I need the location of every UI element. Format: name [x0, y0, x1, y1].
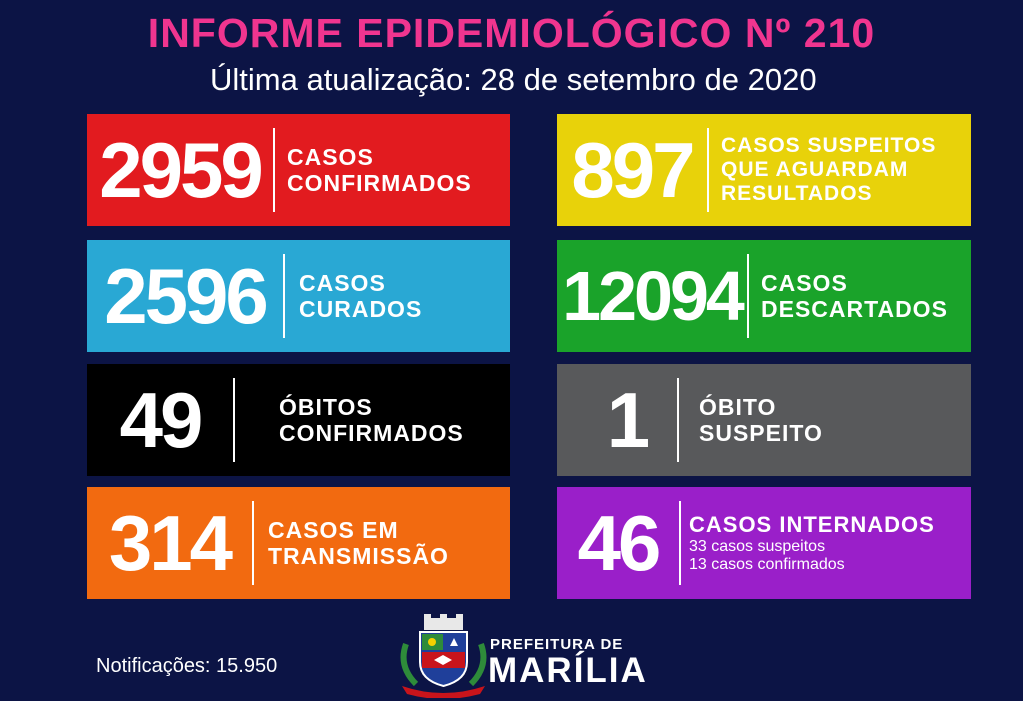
card-label: ÓBITOS CONFIRMADOS: [235, 394, 464, 446]
card-label-line: CONFIRMADOS: [279, 420, 464, 446]
city-name: MARÍLIA: [488, 651, 648, 690]
city-coat-of-arms-icon: [396, 614, 491, 699]
card-separator: [747, 254, 749, 338]
card-deaths: 49 ÓBITOS CONFIRMADOS: [87, 364, 510, 476]
card-label-line: DESCARTADOS: [761, 296, 948, 322]
notifications-count: Notificações: 15.950: [96, 655, 278, 677]
card-transmission-cases: 314 CASOS EM TRANSMISSÃO: [87, 487, 510, 599]
card-label-line: SUSPEITO: [699, 420, 823, 446]
card-label: ÓBITO SUSPEITO: [679, 394, 823, 446]
card-label-line: QUE AGUARDAM: [721, 158, 909, 181]
card-label-line: CONFIRMADOS: [287, 170, 472, 196]
card-label: CASOS CURADOS: [285, 270, 422, 322]
card-value: 49: [119, 376, 204, 464]
card-label-line: CASOS: [287, 144, 374, 170]
card-separator: [252, 501, 254, 585]
last-update: Última atualização: 28 de setembro de 20…: [210, 62, 817, 97]
card-value: 1: [606, 376, 650, 464]
card-label-line: CASOS SUSPEITOS: [721, 134, 937, 157]
card-label-line: ÓBITO: [699, 394, 777, 420]
card-separator: [233, 378, 235, 462]
card-separator: [679, 501, 681, 585]
card-label-line: CASOS EM: [268, 517, 399, 543]
card-value: 2596: [104, 252, 269, 340]
card-label: CASOS CONFIRMADOS: [275, 144, 472, 196]
card-sub-line: 13 casos confirmados: [689, 556, 845, 573]
page-title: INFORME EPIDEMIOLÓGICO Nº 210: [147, 10, 876, 56]
card-confirmed-cases: 2959 CASOS CONFIRMADOS: [87, 114, 510, 226]
card-label-line: ÓBITOS: [279, 394, 373, 420]
card-suspected-cases: 897 CASOS SUSPEITOS QUE AGUARDAM RESULTA…: [557, 114, 971, 226]
card-label-line: CASOS INTERNADOS: [689, 512, 935, 537]
card-label-line: CURADOS: [299, 296, 423, 322]
card-label-line: TRANSMISSÃO: [268, 543, 449, 569]
card-label-line: RESULTADOS: [721, 182, 873, 205]
card-value: 2959: [99, 126, 264, 214]
card-value: 897: [571, 126, 695, 214]
card-label: CASOS EM TRANSMISSÃO: [254, 517, 449, 569]
card-separator: [707, 128, 709, 212]
card-label: CASOS INTERNADOS 33 casos suspeitos 13 c…: [681, 512, 935, 574]
card-label-line: CASOS: [761, 270, 848, 296]
prefeitura-label: PREFEITURA DE: [490, 636, 624, 653]
card-sub-line: 33 casos suspeitos: [689, 538, 826, 555]
card-value: 314: [108, 499, 233, 587]
card-value: 12094: [562, 257, 745, 335]
card-suspected-death: 1 ÓBITO SUSPEITO: [557, 364, 971, 476]
card-separator: [677, 378, 679, 462]
card-separator: [273, 128, 275, 212]
card-label-line: CASOS: [299, 270, 386, 296]
card-discarded-cases: 12094 CASOS DESCARTADOS: [557, 240, 971, 352]
card-separator: [283, 254, 285, 338]
card-label: CASOS SUSPEITOS QUE AGUARDAM RESULTADOS: [709, 134, 936, 206]
card-label: CASOS DESCARTADOS: [749, 270, 948, 322]
card-cured-cases: 2596 CASOS CURADOS: [87, 240, 510, 352]
card-hospitalized-cases: 46 CASOS INTERNADOS 33 casos suspeitos 1…: [557, 487, 971, 599]
card-value: 46: [577, 499, 662, 587]
